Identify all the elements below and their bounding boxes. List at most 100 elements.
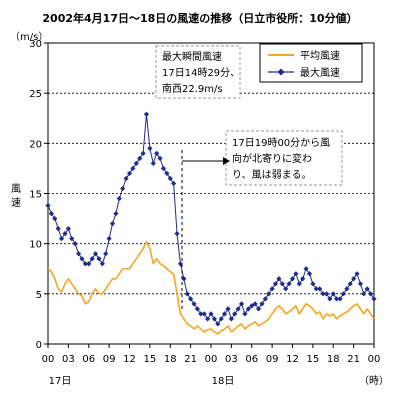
data-point xyxy=(354,271,360,277)
data-point xyxy=(188,296,194,302)
legend-label-average: 平均風速 xyxy=(300,50,340,62)
data-point xyxy=(279,281,285,287)
data-point xyxy=(320,291,326,297)
data-point xyxy=(266,291,272,297)
data-point xyxy=(330,291,336,297)
data-point xyxy=(344,286,350,292)
data-point xyxy=(259,301,265,307)
data-point xyxy=(361,291,367,297)
data-point xyxy=(238,301,245,307)
data-point xyxy=(340,291,347,297)
data-point xyxy=(313,286,319,292)
data-point xyxy=(147,145,153,151)
data-point xyxy=(306,271,313,277)
annotation-peak-line-2: 17日14時29分、 xyxy=(162,67,240,79)
x-tick-label: 15 xyxy=(307,354,320,365)
x-tick-label: 06 xyxy=(82,354,95,365)
data-point xyxy=(334,296,340,302)
data-point xyxy=(347,281,353,287)
data-point xyxy=(317,286,323,292)
x-tick-label: 12 xyxy=(286,354,299,365)
data-point xyxy=(65,226,71,232)
data-point xyxy=(232,311,238,317)
data-point xyxy=(198,311,204,317)
data-point xyxy=(126,170,133,177)
y-tick-label: 0 xyxy=(36,340,42,351)
data-point xyxy=(82,261,88,267)
data-point xyxy=(249,303,255,309)
data-point xyxy=(181,276,187,282)
data-point xyxy=(310,281,316,287)
annotation-peak-gust: 最大瞬間風速 17日14時29分、 南西22.9m/s xyxy=(155,45,241,99)
data-point xyxy=(368,291,374,297)
legend-box xyxy=(259,43,363,83)
annotation-shift-line-2: 向が北寄りに変わ xyxy=(232,152,312,165)
x-tick-label: 00 xyxy=(205,354,218,365)
data-point xyxy=(296,281,302,287)
x-tick-label: 21 xyxy=(347,354,360,365)
data-point xyxy=(208,311,214,317)
data-point xyxy=(276,276,282,282)
data-point xyxy=(184,291,190,297)
data-point xyxy=(323,291,330,297)
data-point xyxy=(86,261,92,267)
series-max xyxy=(45,111,377,327)
x-tick-label: 15 xyxy=(144,354,157,365)
x-tick-label: 09 xyxy=(266,354,279,365)
y-tick-label: 25 xyxy=(29,89,42,100)
y-tick-label: 15 xyxy=(29,190,42,201)
data-point xyxy=(143,111,150,117)
annotation-peak-line-1: 最大瞬間風速 xyxy=(162,50,222,63)
data-point xyxy=(364,286,370,292)
data-point xyxy=(109,221,116,227)
data-point xyxy=(92,251,99,257)
data-point xyxy=(303,266,309,272)
data-point xyxy=(262,296,268,302)
data-point xyxy=(293,271,299,277)
y-tick-label: 30 xyxy=(29,39,42,50)
annotation-shift-line-1: 17日19時00分から風 xyxy=(232,137,330,149)
data-point xyxy=(194,306,201,312)
day-labels: 17日 18日 xyxy=(49,376,235,387)
data-point xyxy=(45,202,51,209)
legend: 平均風速 最大風速 xyxy=(259,43,363,83)
annotation-peak-box xyxy=(155,45,241,99)
data-point xyxy=(75,251,82,257)
data-point xyxy=(140,150,146,156)
annotation-shift-line-3: り、風は弱まる。 xyxy=(232,169,312,181)
data-point xyxy=(69,236,75,242)
day-label: 18日 xyxy=(212,376,235,387)
x-tick-label: 03 xyxy=(62,354,75,365)
data-point xyxy=(89,256,95,262)
x-tick-label: 00 xyxy=(368,354,381,365)
data-point xyxy=(211,316,217,322)
x-unit-label: （時） xyxy=(359,375,389,387)
data-point xyxy=(228,316,234,322)
x-tick-label: 12 xyxy=(123,354,136,365)
data-point xyxy=(160,165,167,172)
y-axis-label: 風 速 xyxy=(11,183,21,209)
data-point xyxy=(357,281,364,287)
y-unit-label: （m/s） xyxy=(10,31,48,43)
data-point xyxy=(205,316,211,322)
x-tick-label: 06 xyxy=(245,354,258,365)
data-point xyxy=(221,311,228,317)
chart-title: 2002年4月17日～18日の風速の推移（日立市役所：10分値） xyxy=(42,11,357,25)
data-point xyxy=(269,286,275,292)
data-point xyxy=(113,210,119,217)
annotation-peak-line-3: 南西22.9m/s xyxy=(162,82,223,95)
data-point xyxy=(218,316,224,322)
data-point xyxy=(103,251,109,257)
annotation-shift-box xyxy=(225,130,343,186)
y-axis-label-char-1: 風 xyxy=(11,183,21,195)
x-tick-label: 21 xyxy=(184,354,197,365)
data-point xyxy=(62,231,68,237)
data-point xyxy=(96,256,102,262)
x-tick-label: 00 xyxy=(42,354,55,365)
y-tick-label: 10 xyxy=(29,240,42,251)
data-point xyxy=(52,215,58,222)
x-axis: 00 03 06 09 12 15 18 21 00 03 06 09 12 15 18 21 00 xyxy=(42,344,381,365)
legend-marker-max xyxy=(277,68,285,76)
data-point xyxy=(123,175,129,182)
